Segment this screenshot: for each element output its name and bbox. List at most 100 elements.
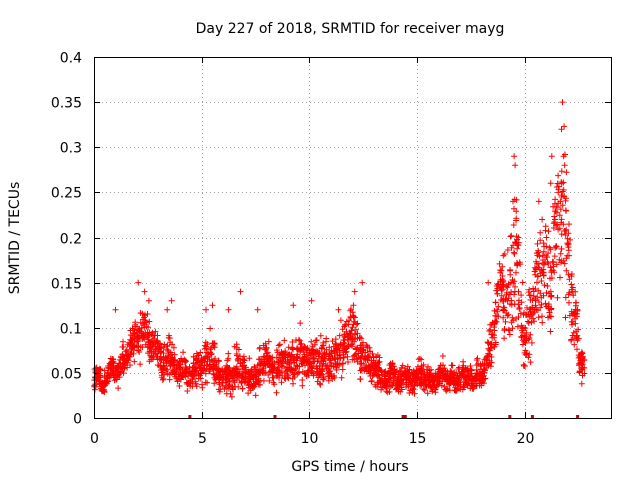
data-point-peak xyxy=(141,288,148,295)
data-point xyxy=(229,385,236,392)
baseline-gap-mark xyxy=(530,415,534,418)
data-point xyxy=(500,296,507,302)
data-point xyxy=(160,375,167,382)
data-point-peak xyxy=(485,279,492,286)
data-point xyxy=(560,257,567,264)
data-point xyxy=(552,208,559,215)
data-point xyxy=(242,364,249,371)
data-point xyxy=(130,335,136,342)
data-point xyxy=(216,371,223,378)
data-point xyxy=(333,347,340,354)
data-point xyxy=(488,359,495,366)
data-point xyxy=(466,368,472,375)
data-point xyxy=(540,266,547,273)
data-point xyxy=(568,271,575,277)
data-point xyxy=(316,380,323,387)
data-point xyxy=(550,267,557,274)
data-point xyxy=(351,352,358,359)
data-point xyxy=(211,340,218,347)
data-point xyxy=(561,123,568,130)
data-point-peak xyxy=(290,302,297,309)
data-point xyxy=(553,243,560,250)
data-point xyxy=(341,346,348,353)
data-point xyxy=(320,351,327,358)
data-point xyxy=(357,345,364,352)
data-point xyxy=(141,335,148,342)
data-point xyxy=(552,196,559,203)
data-point xyxy=(267,362,274,368)
data-point xyxy=(554,204,560,211)
data-point xyxy=(178,376,184,383)
data-point xyxy=(186,368,193,375)
data-point xyxy=(131,358,138,365)
data-point xyxy=(541,282,548,289)
data-point-peak xyxy=(511,153,518,160)
data-point xyxy=(293,345,300,352)
data-point xyxy=(551,213,558,220)
data-point xyxy=(161,341,168,348)
data-point xyxy=(439,353,446,359)
data-point xyxy=(358,335,365,342)
data-point xyxy=(522,363,528,369)
data-point xyxy=(500,304,507,311)
data-point xyxy=(340,360,346,367)
data-point xyxy=(485,353,492,360)
data-point xyxy=(307,351,313,358)
data-point xyxy=(537,237,544,244)
data-point xyxy=(492,318,499,325)
data-point xyxy=(520,361,527,368)
data-point xyxy=(499,273,506,279)
data-point xyxy=(538,278,545,284)
data-point xyxy=(531,318,538,325)
data-point xyxy=(208,357,215,364)
data-point xyxy=(169,341,175,348)
data-point xyxy=(303,359,310,365)
data-point xyxy=(565,291,572,298)
data-point xyxy=(289,339,296,345)
data-point xyxy=(536,299,542,305)
data-point xyxy=(375,359,382,366)
data-point xyxy=(494,308,501,315)
data-point xyxy=(115,385,122,392)
data-point xyxy=(120,343,127,350)
data-point xyxy=(245,390,252,397)
data-point xyxy=(568,337,575,344)
data-point xyxy=(501,307,508,314)
data-point xyxy=(182,373,189,380)
data-point xyxy=(559,202,566,209)
data-point xyxy=(130,342,137,349)
data-point xyxy=(235,366,241,373)
data-point xyxy=(560,186,567,193)
data-point xyxy=(414,381,421,388)
data-point xyxy=(557,250,564,257)
data-point xyxy=(291,374,298,381)
data-point xyxy=(551,253,558,260)
data-point xyxy=(114,363,121,370)
data-point xyxy=(308,338,315,345)
data-point xyxy=(324,362,331,369)
data-point xyxy=(134,329,141,336)
data-point xyxy=(282,348,289,355)
data-point xyxy=(159,365,166,372)
data-point xyxy=(366,344,373,351)
x-tick-label: 5 xyxy=(198,431,207,447)
data-point xyxy=(183,365,190,372)
data-point xyxy=(350,302,357,309)
data-point xyxy=(246,355,253,362)
data-point xyxy=(406,366,413,373)
data-point xyxy=(410,369,417,375)
data-point xyxy=(104,369,111,376)
data-point xyxy=(246,371,253,378)
data-point xyxy=(526,351,533,358)
data-point-peak xyxy=(560,153,567,160)
data-point xyxy=(514,245,521,252)
data-point xyxy=(161,371,167,378)
data-point xyxy=(508,232,515,239)
data-point xyxy=(237,360,244,367)
data-point xyxy=(535,264,542,271)
data-point xyxy=(542,300,549,307)
data-point xyxy=(548,292,555,299)
data-point-peak xyxy=(359,279,366,286)
data-point xyxy=(375,371,382,378)
data-point xyxy=(493,287,500,294)
